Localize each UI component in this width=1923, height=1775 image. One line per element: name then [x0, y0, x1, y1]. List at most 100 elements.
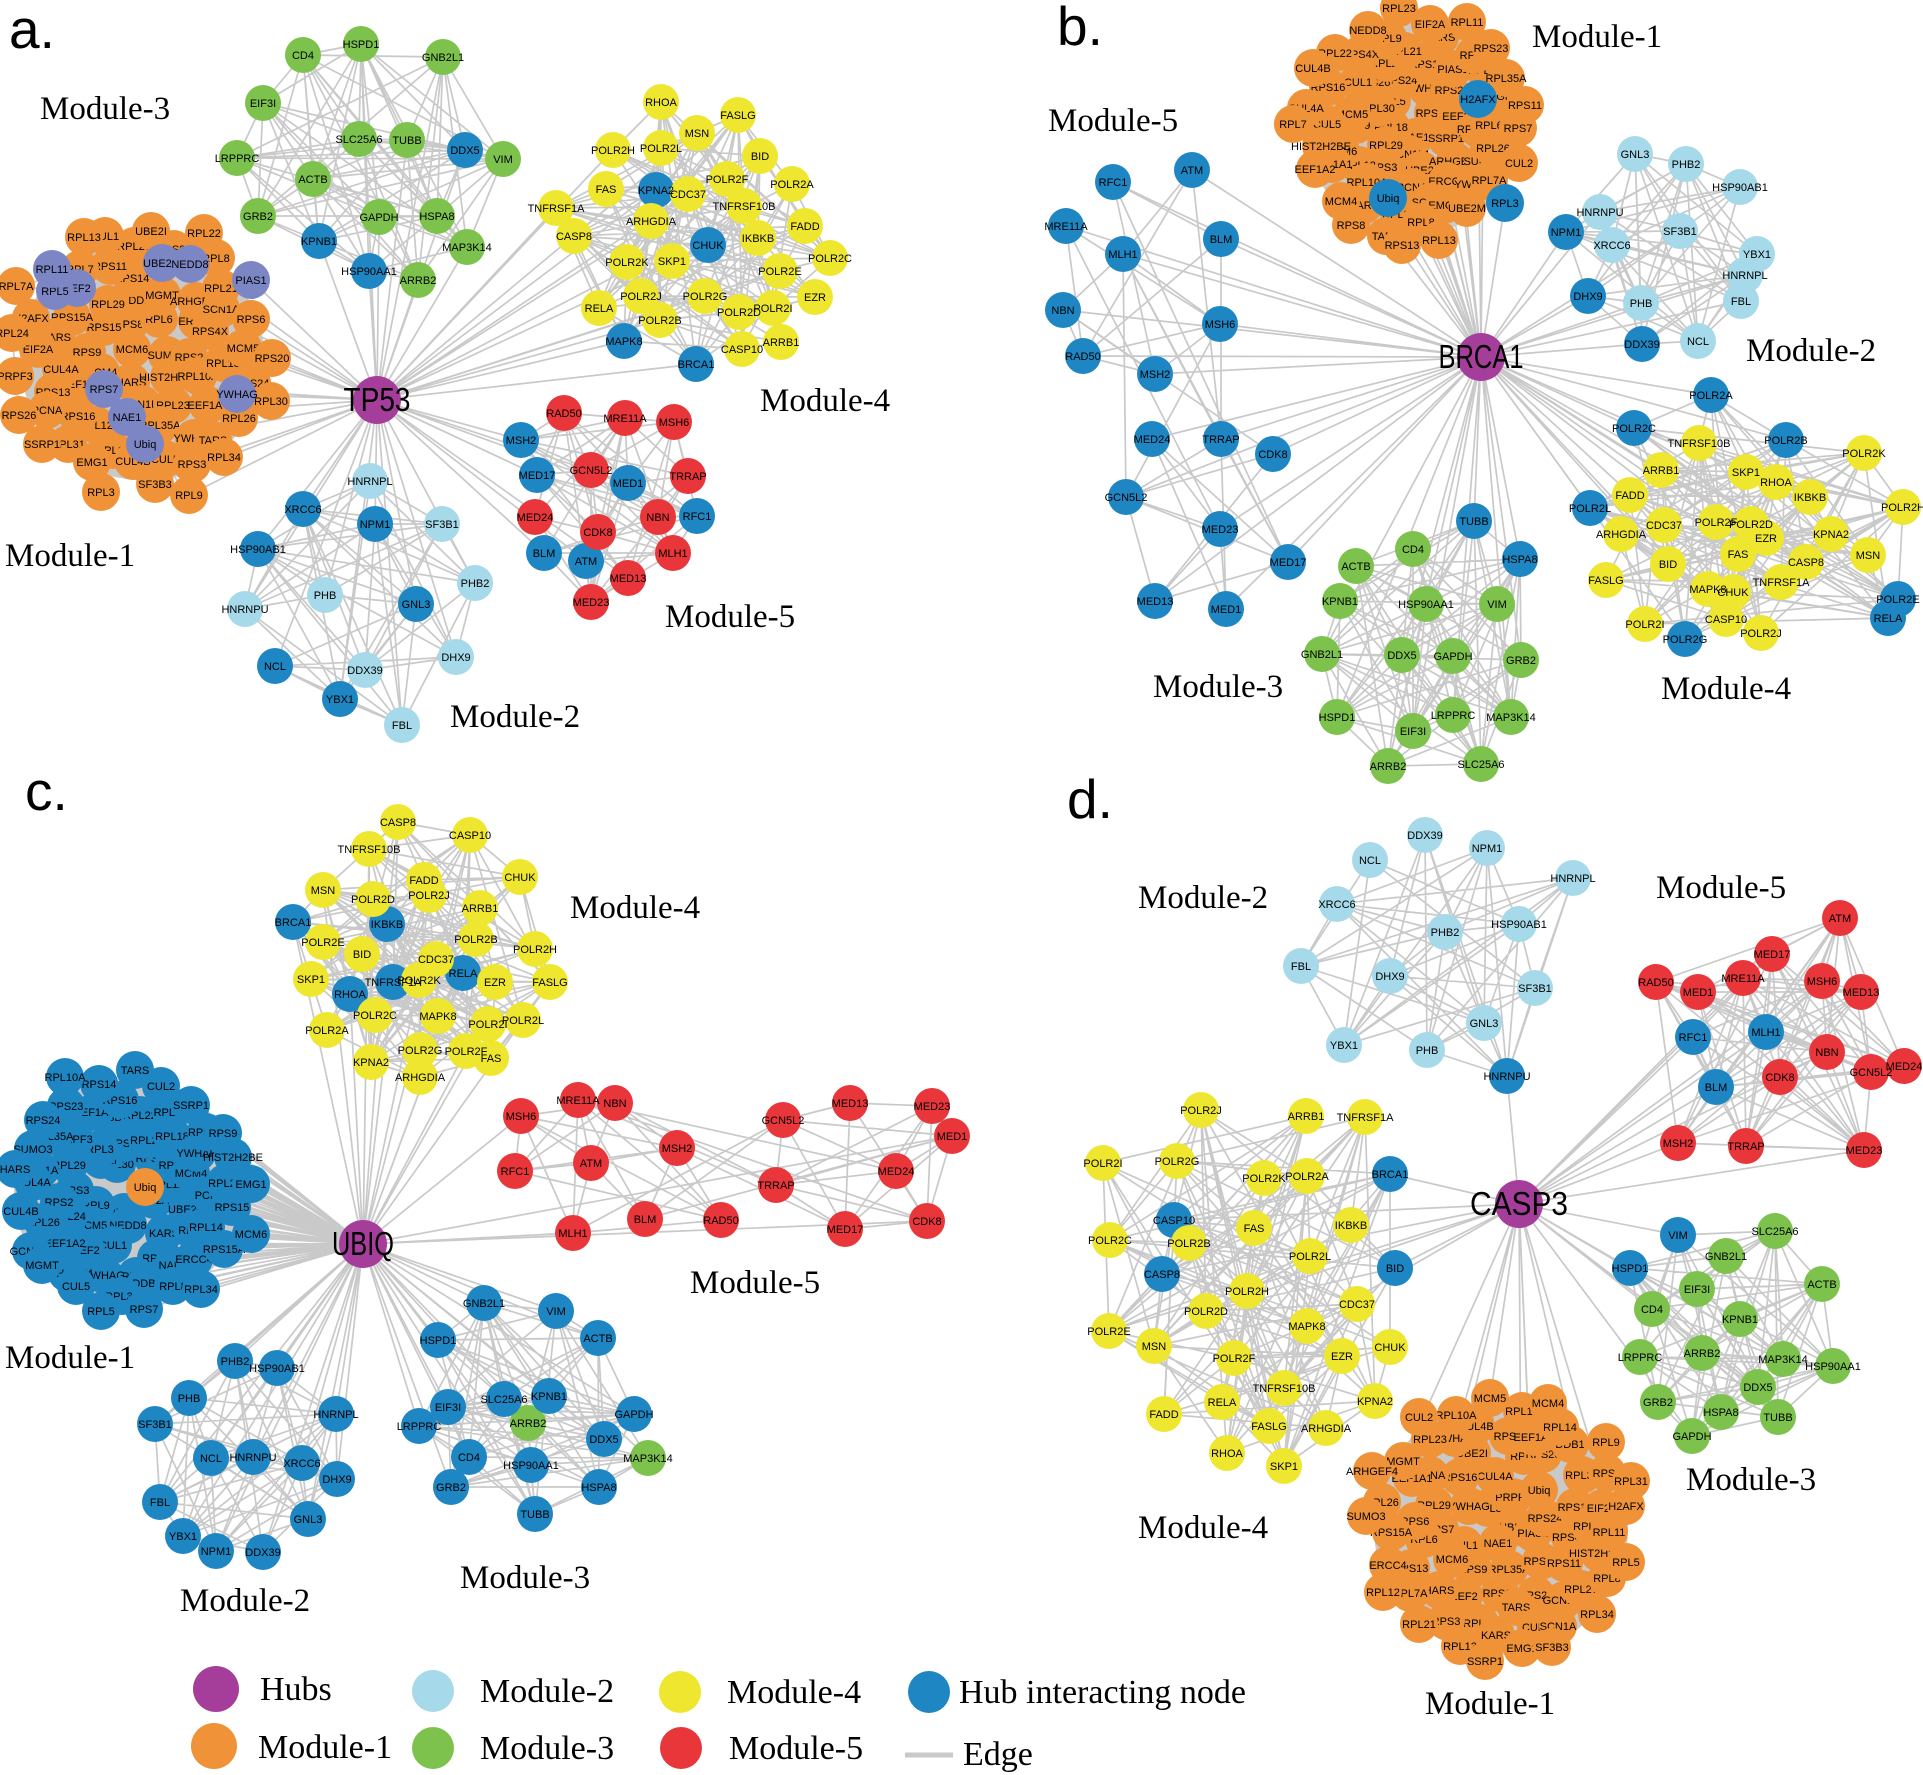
svg-text:RPL13: RPL13 — [1443, 1641, 1477, 1653]
svg-text:LRPPRC: LRPPRC — [1431, 710, 1476, 722]
svg-text:MCM4: MCM4 — [1325, 196, 1357, 208]
svg-text:POLR2G: POLR2G — [1155, 1156, 1200, 1168]
svg-text:POLR2H: POLR2H — [1225, 1286, 1269, 1298]
svg-text:ARHGDIA: ARHGDIA — [1301, 1423, 1352, 1435]
svg-text:ATM: ATM — [580, 1158, 602, 1170]
svg-text:NCL: NCL — [264, 661, 286, 673]
svg-text:PIAS1: PIAS1 — [235, 275, 266, 287]
svg-text:SF3B3: SF3B3 — [138, 479, 172, 491]
svg-text:POLR2C: POLR2C — [1612, 423, 1656, 435]
svg-text:POLR2F: POLR2F — [1695, 517, 1738, 529]
svg-text:POLR2F: POLR2F — [445, 1046, 488, 1058]
svg-text:CASP8: CASP8 — [1144, 1269, 1180, 1281]
svg-text:RPS15: RPS15 — [87, 322, 122, 334]
svg-text:ERCC4: ERCC4 — [175, 1254, 212, 1266]
svg-text:FBL: FBL — [1291, 961, 1311, 973]
svg-text:UBIQ: UBIQ — [332, 1225, 394, 1262]
svg-text:POLR2A: POLR2A — [1689, 390, 1733, 402]
svg-text:POLR2C: POLR2C — [353, 1010, 397, 1022]
svg-text:BRCA1: BRCA1 — [1439, 338, 1524, 375]
svg-text:CDC37: CDC37 — [1646, 520, 1682, 532]
svg-text:MRE11A: MRE11A — [556, 1095, 600, 1107]
svg-text:RPL10A: RPL10A — [45, 1072, 87, 1084]
svg-text:CUL4A: CUL4A — [43, 364, 79, 376]
svg-text:EIF2A: EIF2A — [23, 344, 54, 356]
svg-text:EEF1A2: EEF1A2 — [45, 1238, 86, 1250]
svg-text:POLR2L: POLR2L — [1569, 503, 1611, 515]
svg-text:KPNB1: KPNB1 — [1722, 1314, 1758, 1326]
svg-text:RPL3: RPL3 — [1491, 198, 1519, 210]
svg-text:TNFRSF10B: TNFRSF10B — [338, 844, 401, 856]
svg-text:CD4: CD4 — [1402, 544, 1424, 556]
svg-text:Module-5: Module-5 — [1048, 103, 1178, 139]
svg-text:GNL3: GNL3 — [1470, 1018, 1499, 1030]
svg-text:GNB2L1: GNB2L1 — [422, 52, 464, 64]
svg-text:TNFRSF1A: TNFRSF1A — [528, 203, 586, 215]
svg-text:Module-1: Module-1 — [5, 1340, 135, 1376]
svg-text:POLR2I: POLR2I — [1625, 619, 1664, 631]
svg-text:POLR2C: POLR2C — [808, 253, 852, 265]
svg-text:RPL8: RPL8 — [202, 253, 230, 265]
svg-text:RPS11: RPS11 — [93, 261, 127, 273]
svg-text:EMG1: EMG1 — [235, 1179, 266, 1191]
svg-text:RPS2: RPS2 — [1494, 1431, 1523, 1443]
svg-text:CASP10: CASP10 — [1705, 614, 1747, 626]
svg-text:ARRB1: ARRB1 — [1643, 465, 1680, 477]
svg-text:TUBB: TUBB — [1459, 516, 1488, 528]
svg-text:SLC25A6: SLC25A6 — [335, 134, 382, 146]
svg-text:HSP90AA1: HSP90AA1 — [1805, 1361, 1861, 1373]
svg-text:FBL: FBL — [392, 720, 412, 732]
svg-text:POLR2J: POLR2J — [1180, 1105, 1222, 1117]
svg-text:GCN5L2: GCN5L2 — [570, 465, 613, 477]
svg-text:RPL5: RPL5 — [87, 1306, 115, 1318]
svg-text:TNFRSF10B: TNFRSF10B — [1668, 438, 1731, 450]
svg-text:FBL: FBL — [1731, 296, 1751, 308]
svg-text:RELA: RELA — [585, 303, 614, 315]
svg-text:RPL10A: RPL10A — [1436, 1410, 1478, 1422]
svg-text:MSH6: MSH6 — [659, 417, 690, 429]
svg-text:MAP3K14: MAP3K14 — [1486, 712, 1536, 724]
svg-text:POLR2D: POLR2D — [351, 894, 395, 906]
svg-text:POLR2B: POLR2B — [638, 315, 681, 327]
svg-text:RPS3: RPS3 — [178, 459, 207, 471]
svg-text:IKBKB: IKBKB — [742, 233, 774, 245]
svg-text:SF3B1: SF3B1 — [1518, 983, 1552, 995]
svg-text:MCM6: MCM6 — [1436, 1554, 1468, 1566]
svg-text:RPS9: RPS9 — [73, 347, 102, 359]
svg-text:Module-4: Module-4 — [727, 1674, 861, 1711]
svg-text:KPNA2: KPNA2 — [638, 185, 674, 197]
svg-text:POLR2E: POLR2E — [1876, 594, 1919, 606]
svg-text:RPS7: RPS7 — [130, 1304, 159, 1316]
svg-text:SKP1: SKP1 — [1732, 467, 1760, 479]
svg-text:CUL2: CUL2 — [1505, 158, 1533, 170]
svg-text:Module-5: Module-5 — [729, 1730, 863, 1767]
svg-text:DDX39: DDX39 — [245, 1547, 280, 1559]
svg-text:RPS4X: RPS4X — [192, 326, 229, 338]
svg-text:MED13: MED13 — [832, 1098, 869, 1110]
svg-text:CASP10: CASP10 — [721, 344, 763, 356]
svg-text:FADD: FADD — [790, 221, 819, 233]
svg-text:EZR: EZR — [1331, 1351, 1353, 1363]
svg-text:HSP90AB1: HSP90AB1 — [230, 544, 286, 556]
svg-text:RPL5: RPL5 — [41, 286, 69, 298]
svg-text:RPL11: RPL11 — [1451, 17, 1484, 29]
svg-text:RPS26: RPS26 — [2, 410, 37, 422]
svg-text:Module-2: Module-2 — [180, 1583, 310, 1619]
svg-text:MAPK8: MAPK8 — [605, 336, 642, 348]
svg-text:MED1: MED1 — [937, 1131, 968, 1143]
svg-text:H2AFX: H2AFX — [1608, 1501, 1644, 1513]
svg-text:RPL18: RPL18 — [155, 1131, 189, 1143]
svg-text:POLR2A: POLR2A — [305, 1025, 349, 1037]
svg-text:MAP3K14: MAP3K14 — [1758, 1354, 1808, 1366]
svg-text:RPS16: RPS16 — [1443, 1472, 1478, 1484]
svg-text:YWHAG: YWHAG — [1448, 1501, 1490, 1513]
svg-text:PRPF3: PRPF3 — [0, 371, 33, 383]
svg-text:RPS23: RPS23 — [1474, 43, 1509, 55]
svg-text:Module-1: Module-1 — [1425, 1686, 1555, 1722]
svg-text:RHOA: RHOA — [645, 97, 677, 109]
svg-text:MSH6: MSH6 — [1205, 319, 1236, 331]
svg-text:MED17: MED17 — [519, 470, 556, 482]
svg-text:RPL9: RPL9 — [175, 490, 203, 502]
svg-text:MED23: MED23 — [914, 1101, 951, 1113]
svg-text:Module-1: Module-1 — [1532, 19, 1662, 55]
